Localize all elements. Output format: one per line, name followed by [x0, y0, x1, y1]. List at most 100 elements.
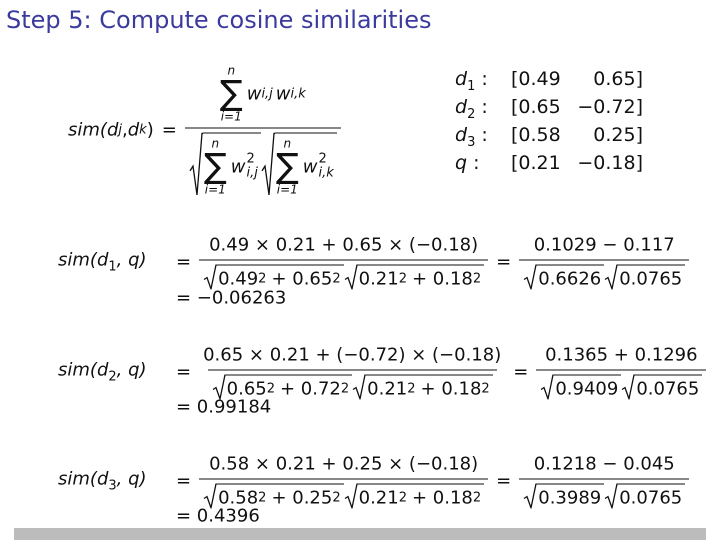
exponent: 2 — [481, 381, 490, 397]
term: 0.21 — [367, 378, 408, 400]
exponent: 2 — [258, 271, 267, 287]
exponent: 2 — [266, 381, 275, 397]
cosine-definition: sim(d j, d k) = n ∑ i=1 w i,j w i,k n ∑ i=1 w 2 i,… — [68, 64, 349, 197]
numerator: 0.58 × 0.21 + 0.25 × (−0.18) — [209, 453, 479, 475]
label-part: : — [475, 124, 488, 146]
lhs-part: d — [96, 468, 109, 490]
label-part: : — [467, 152, 480, 174]
radical: 0.3989 — [523, 483, 605, 509]
radicand: 0.6626 — [537, 264, 605, 290]
computation-row: sim(d2, q) = 0.65 × 0.21 + (−0.72) × (−0.1… — [58, 345, 714, 400]
numerator: 0.49 × 0.21 + 0.65 × (−0.18) — [209, 234, 479, 256]
vector-value: [0.58 — [511, 124, 561, 146]
exponent: 2 — [332, 490, 341, 506]
radical: 0.49 2 + 0.65 2 — [203, 264, 344, 290]
sum-lower: i=1 — [220, 109, 242, 124]
radical-stroke — [524, 484, 537, 508]
term: + 0.25 — [271, 487, 333, 509]
computation-row: sim(d1, q) = 0.49 × 0.21 + 0.65 × (−0.18) 0… — [58, 235, 697, 290]
radical: 0.21 2 + 0.18 2 — [344, 264, 485, 290]
vector-label: q : — [455, 152, 511, 174]
equals: = — [176, 251, 192, 273]
numerator: 0.1029 − 0.117 — [533, 234, 675, 256]
radicand: 0.0765 — [618, 483, 686, 509]
term: 0.21 — [358, 487, 399, 509]
denominator: 0.58 2 + 0.25 2 0.21 2 + 0.18 2 — [199, 478, 489, 509]
fraction: 0.58 × 0.21 + 0.25 × (−0.18) 0.58 2 + 0.25 2… — [199, 453, 489, 509]
radical: 0.65 2 + 0.72 2 — [212, 374, 353, 400]
radical-sign — [344, 484, 358, 509]
exponent: 2 — [407, 381, 416, 397]
subscript: 2 — [108, 369, 117, 385]
radical-sign — [604, 265, 618, 290]
radical-stroke — [622, 375, 635, 399]
radicand: 0.58 2 + 0.25 2 — [217, 483, 344, 509]
vector-value: [0.21 — [511, 152, 561, 174]
radical: 0.0765 — [604, 264, 686, 290]
subscript: i,j — [246, 165, 258, 181]
subscript: 3 — [108, 478, 117, 494]
subscript: j — [118, 122, 122, 138]
radical-stroke — [190, 133, 203, 194]
term: 0.49 — [218, 268, 259, 290]
radical-stroke — [213, 375, 226, 399]
lhs: sim(d1, q) — [58, 250, 170, 275]
subscript: k — [139, 122, 147, 138]
vector-value: 0.25] — [593, 124, 643, 146]
term: 0.58 — [218, 487, 259, 509]
lhs-part: , q) — [116, 359, 147, 381]
radical-stroke — [605, 484, 618, 508]
lhs: sim(d3, q) — [58, 469, 170, 494]
subscript: 3 — [467, 135, 476, 150]
denominator: 0.3989 0.0765 — [519, 478, 690, 509]
radical-sign — [523, 265, 537, 290]
lhs-part: d — [96, 249, 109, 271]
exponent: 2 — [472, 490, 482, 506]
radical-sign — [621, 375, 635, 400]
subscript: 1 — [467, 79, 476, 94]
lhs-part: sim( — [58, 468, 97, 490]
term: 0.3989 — [538, 487, 602, 509]
term: 0.6626 — [538, 268, 602, 290]
denominator: 0.6626 0.0765 — [519, 259, 690, 290]
radical-sign — [344, 265, 358, 290]
equals: = — [513, 361, 529, 383]
radical-stroke — [204, 484, 217, 508]
sum-lower: i=1 — [204, 182, 226, 197]
term: 0.9409 — [555, 378, 619, 400]
equals: = — [176, 470, 192, 492]
lhs-part: sim( — [58, 249, 97, 271]
equals: = — [161, 119, 177, 141]
term: 0.0765 — [619, 268, 683, 290]
vector-label: d2 : — [455, 96, 511, 122]
vector-value: [0.65 — [511, 96, 561, 118]
vector-value: −0.18] — [577, 152, 643, 174]
subscript: i,k — [290, 86, 306, 101]
radical-stroke — [204, 265, 217, 289]
label-part: d — [455, 96, 468, 118]
term: 0.65 — [226, 378, 267, 400]
radical-sign — [189, 133, 203, 197]
sum-symbol: ∑ — [275, 146, 299, 187]
exponent: 2 — [246, 151, 255, 167]
radicand: 0.49 2 + 0.65 2 — [217, 264, 344, 290]
sum-lower: i=1 — [276, 182, 298, 197]
lhs-part: , q) — [116, 249, 147, 271]
numerator: n ∑ i=1 w i,j w i,k — [216, 64, 310, 128]
term: 0.0765 — [636, 378, 700, 400]
radicand: 0.0765 — [635, 374, 703, 400]
radical-sign — [203, 265, 217, 290]
radicand: 0.21 2 + 0.18 2 — [357, 264, 485, 290]
fraction: 0.1365 + 0.1296 0.9409 0.0765 — [536, 345, 707, 400]
fraction: n ∑ i=1 w i,j w i,k n ∑ i=1 w 2 i,j n ∑ i=1 w 2 i,k — [184, 64, 341, 197]
sub-sup: 2 i,j — [246, 151, 258, 181]
sub-sup: 2 i,k — [319, 152, 334, 181]
radical-sign — [540, 375, 554, 400]
numerator: 0.1218 − 0.045 — [533, 453, 675, 475]
radical: n ∑ i=1 w 2 i,k — [261, 132, 337, 197]
sum-upper: n — [283, 136, 292, 151]
radicand: 0.21 2 + 0.18 2 — [357, 483, 485, 509]
denominator: 0.49 2 + 0.65 2 0.21 2 + 0.18 2 — [199, 259, 489, 290]
denominator: 0.65 2 + 0.72 2 0.21 2 + 0.18 2 — [207, 369, 497, 400]
radical-sign — [212, 375, 226, 400]
